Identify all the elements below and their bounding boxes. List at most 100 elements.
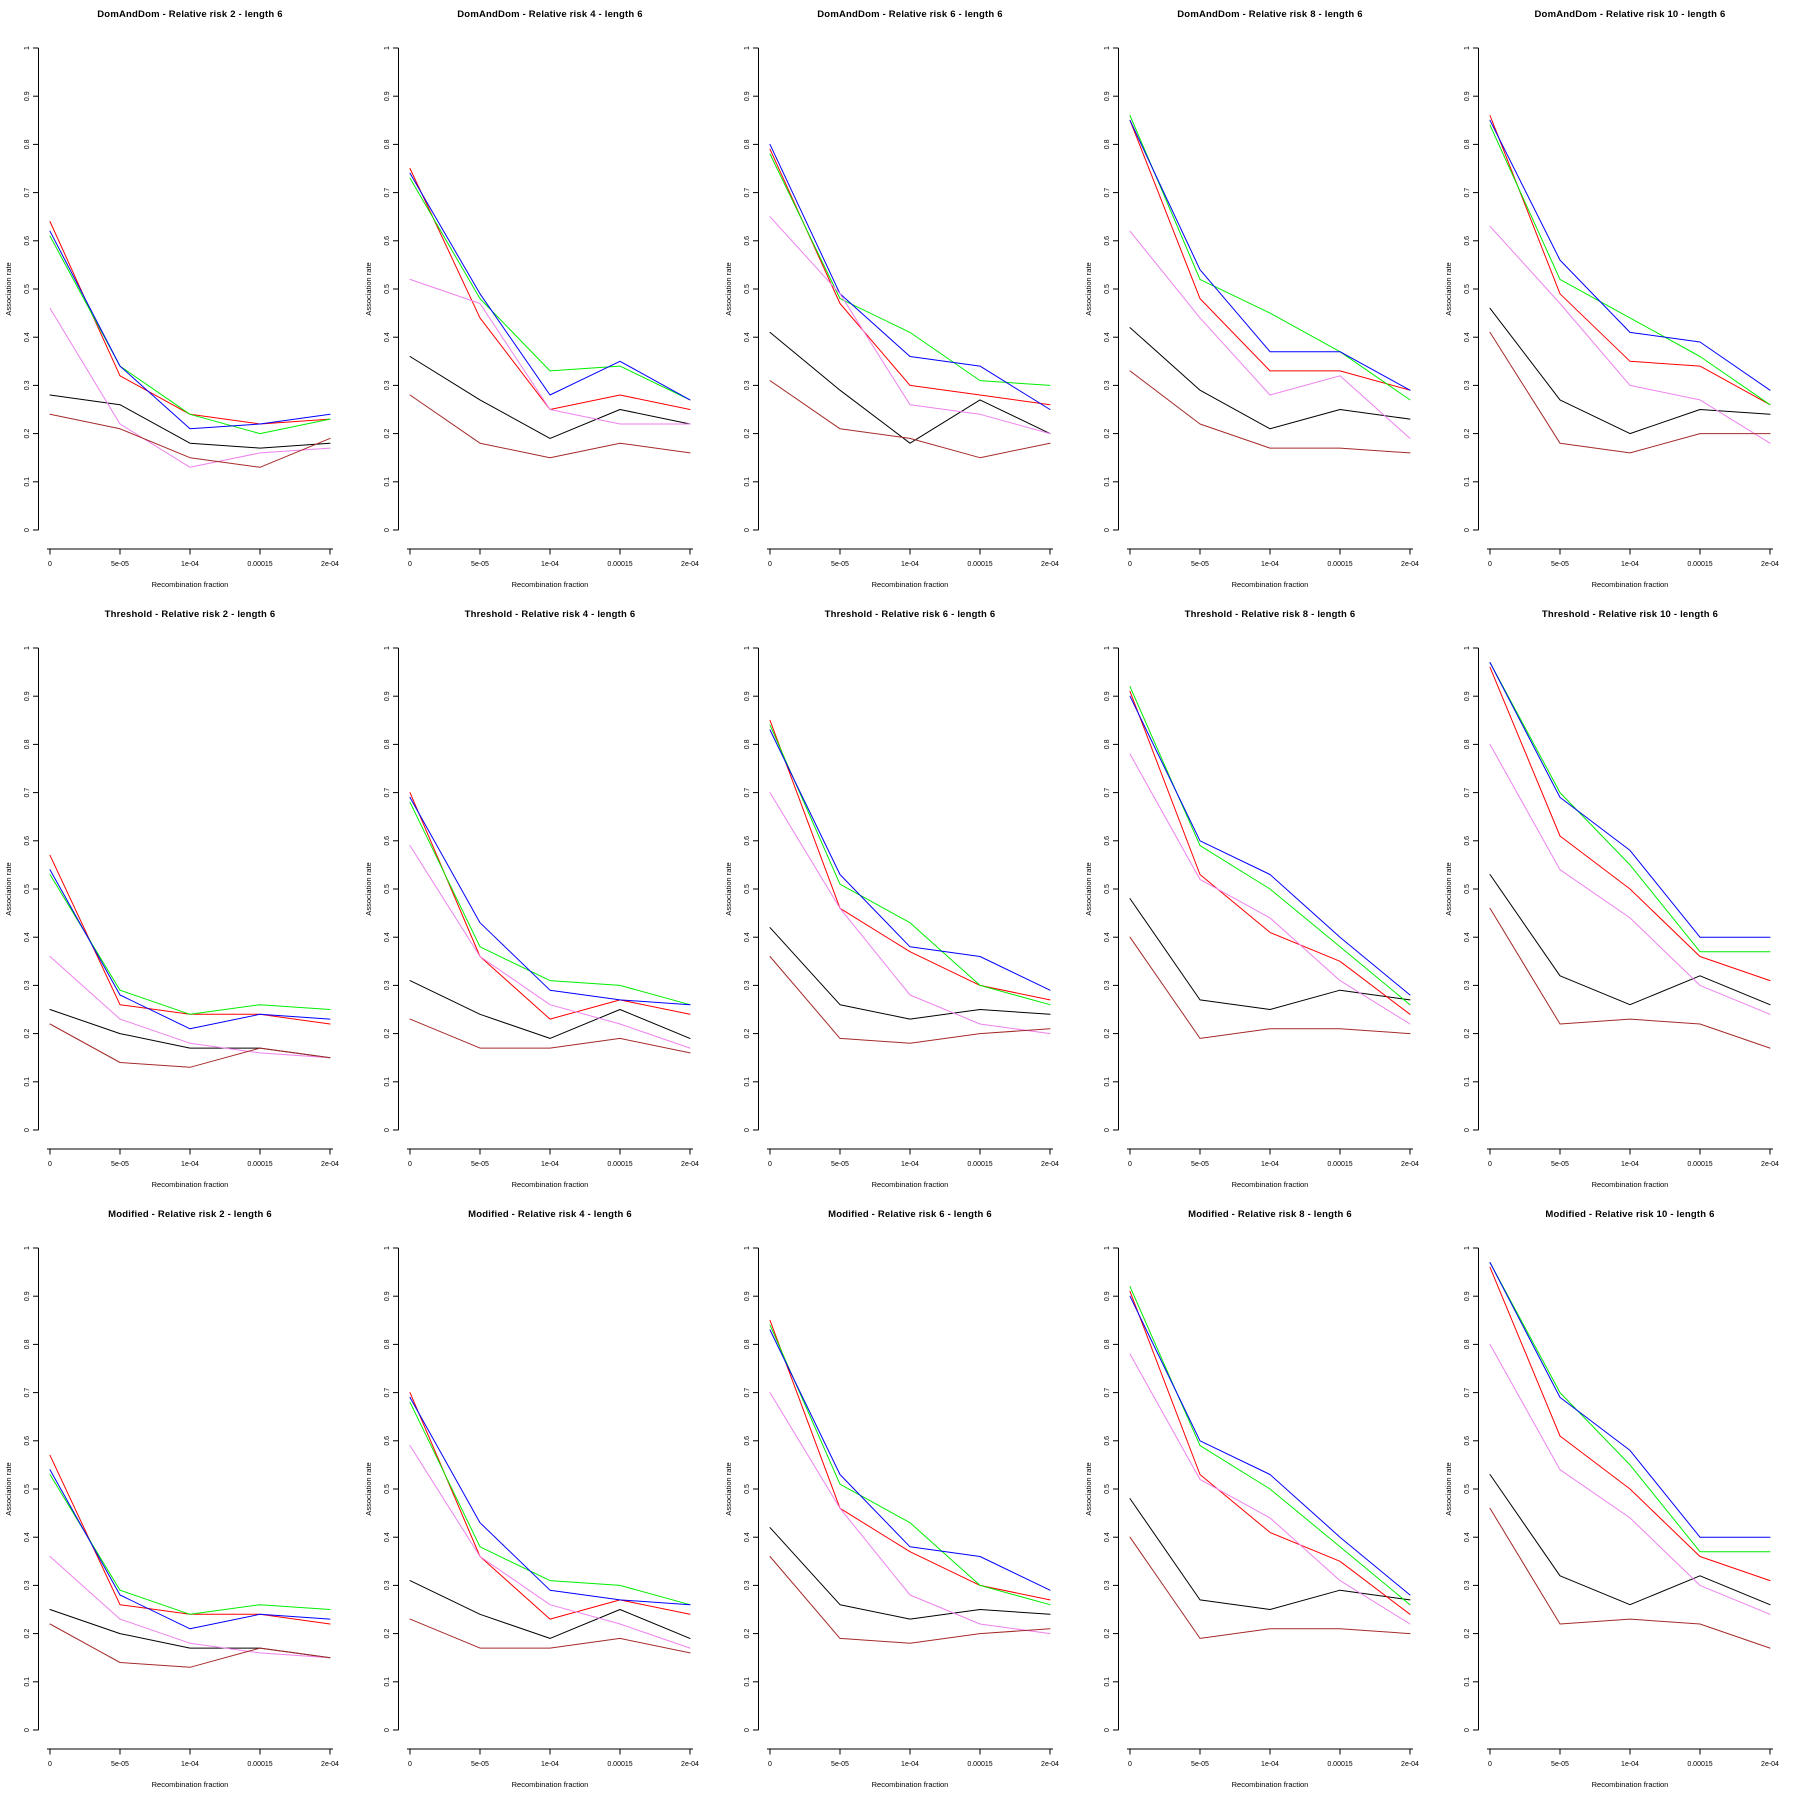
x-tick-label: 0	[1488, 1761, 1492, 1768]
x-axis: 0 5e-05 1e-04 0.00015 2e-04 Recombination fra…	[1127, 1148, 1419, 1189]
y-tick-label: 0.6	[744, 1436, 751, 1446]
x-tick-label: 2e-04	[1041, 1161, 1059, 1168]
x-axis: 0 5e-05 1e-04 0.00015 2e-04 Recombination fra…	[767, 1748, 1059, 1789]
series-line-red	[1129, 1290, 1411, 1615]
y-tick-label: 0	[744, 1128, 751, 1132]
x-axis-label: Recombination fraction	[1592, 1780, 1669, 1789]
series-line-blue	[409, 796, 691, 1006]
y-tick-label: 0	[384, 528, 391, 532]
y-tick-label: 0.3	[24, 980, 31, 990]
y-tick-label: 0.3	[1104, 380, 1111, 390]
series-line-brown	[409, 394, 691, 459]
x-axis: 0 5e-05 1e-04 0.00015 2e-04 Recombination fra…	[407, 548, 699, 589]
x-tick-label: 1e-04	[1261, 1761, 1279, 1768]
y-tick-label: 0.1	[24, 1677, 31, 1687]
y-axis-label: Association rate	[724, 262, 733, 315]
series-line-violet	[49, 307, 331, 468]
y-tick-label: 0	[24, 1728, 31, 1732]
x-tick-label: 0	[48, 561, 52, 568]
x-tick-label: 0.00015	[1327, 1761, 1352, 1768]
series-line-black	[1489, 1474, 1771, 1606]
y-tick-label: 0.7	[384, 188, 391, 198]
chart-panel: DomAndDom - Relative risk 4 - length 6 0 0…	[360, 0, 720, 600]
y-axis-label: Association rate	[1084, 862, 1093, 915]
x-axis-label: Recombination fraction	[152, 1780, 229, 1789]
chart-title: Threshold - Relative risk 6 - length 6	[825, 609, 996, 620]
x-tick-label: 1e-04	[181, 1161, 199, 1168]
chart-panel: Threshold - Relative risk 10 - length 6 0…	[1440, 600, 1800, 1200]
series-line-red	[1129, 690, 1411, 1015]
x-tick-label: 0	[408, 1161, 412, 1168]
y-tick-label: 0.6	[1104, 1436, 1111, 1446]
y-tick-label: 0	[1464, 528, 1471, 532]
chart-panel: Modified - Relative risk 6 - length 6 0 0.…	[720, 1200, 1080, 1800]
y-tick-label: 0.3	[24, 1580, 31, 1590]
x-tick-label: 0	[48, 1161, 52, 1168]
y-tick-label: 0.9	[1104, 91, 1111, 101]
chart-title: Threshold - Relative risk 4 - length 6	[465, 609, 636, 620]
series-line-black	[769, 927, 1051, 1020]
x-tick-label: 0.00015	[967, 1761, 992, 1768]
y-tick-label: 0.5	[24, 884, 31, 894]
y-tick-label: 0.1	[1104, 1677, 1111, 1687]
series-line-brown	[49, 1623, 331, 1668]
y-tick-label: 0.1	[744, 477, 751, 487]
series-line-violet	[409, 278, 691, 425]
y-tick-label: 0.5	[1104, 884, 1111, 894]
y-tick-label: 0.7	[1104, 788, 1111, 798]
y-tick-label: 0.7	[744, 188, 751, 198]
x-tick-label: 2e-04	[1401, 1161, 1419, 1168]
y-axis: 0 0.1 0.2 0.3 0.4 0.5 0.6 0.7 0.8 0.9 1 Association…	[1084, 46, 1119, 532]
series-line-blue	[49, 230, 331, 430]
x-tick-label: 1e-04	[181, 1761, 199, 1768]
y-tick-label: 0.5	[1464, 1484, 1471, 1494]
y-tick-label: 0	[24, 1128, 31, 1132]
y-tick-label: 0.9	[1464, 1291, 1471, 1301]
x-axis: 0 5e-05 1e-04 0.00015 2e-04 Recombination fra…	[1127, 1748, 1419, 1789]
y-tick-label: 0	[24, 528, 31, 532]
x-tick-label: 2e-04	[1761, 1761, 1779, 1768]
series-line-brown	[49, 413, 331, 468]
y-axis-label: Association rate	[1084, 262, 1093, 315]
x-axis: 0 5e-05 1e-04 0.00015 2e-04 Recombination fra…	[1487, 1148, 1779, 1189]
x-tick-label: 1e-04	[1261, 561, 1279, 568]
chart-plot: Threshold - Relative risk 10 - length 6 0…	[1444, 609, 1779, 1189]
series-line-red	[769, 1319, 1051, 1601]
series-line-blue	[1489, 1262, 1771, 1538]
x-tick-label: 1e-04	[181, 561, 199, 568]
y-tick-label: 0.6	[24, 1436, 31, 1446]
x-tick-label: 0	[768, 1161, 772, 1168]
y-axis-label: Association rate	[1084, 1462, 1093, 1515]
y-tick-label: 0.7	[24, 188, 31, 198]
y-tick-label: 0.9	[744, 1291, 751, 1301]
series-line-black	[49, 1609, 331, 1659]
chart-title: DomAndDom - Relative risk 10 - length 6	[1535, 9, 1726, 20]
y-tick-label: 0.3	[384, 1580, 391, 1590]
x-tick-label: 5e-05	[1191, 1161, 1209, 1168]
series-line-violet	[49, 956, 331, 1059]
chart-title: Modified - Relative risk 8 - length 6	[1188, 1209, 1352, 1220]
x-tick-label: 2e-04	[321, 561, 339, 568]
y-tick-label: 0.8	[1464, 139, 1471, 149]
x-tick-label: 1e-04	[1621, 1161, 1639, 1168]
series-line-green	[409, 1401, 691, 1606]
y-tick-label: 0.6	[384, 236, 391, 246]
series-line-green	[1489, 1262, 1771, 1553]
y-tick-label: 0.7	[384, 788, 391, 798]
series-line-black	[1489, 874, 1771, 1006]
series-line-blue	[49, 1469, 331, 1630]
y-tick-label: 0.9	[384, 1291, 391, 1301]
y-tick-label: 0	[384, 1128, 391, 1132]
series-line-green	[1489, 124, 1771, 406]
chart-title: DomAndDom - Relative risk 4 - length 6	[457, 9, 643, 20]
y-tick-label: 0.7	[1464, 1388, 1471, 1398]
y-tick-label: 0.7	[1464, 788, 1471, 798]
y-tick-label: 0	[384, 1728, 391, 1732]
series-line-black	[1129, 327, 1411, 430]
chart-title: Threshold - Relative risk 10 - length 6	[1542, 609, 1718, 620]
x-tick-label: 2e-04	[321, 1161, 339, 1168]
series-line-violet	[409, 1445, 691, 1649]
y-tick-label: 0	[1104, 528, 1111, 532]
